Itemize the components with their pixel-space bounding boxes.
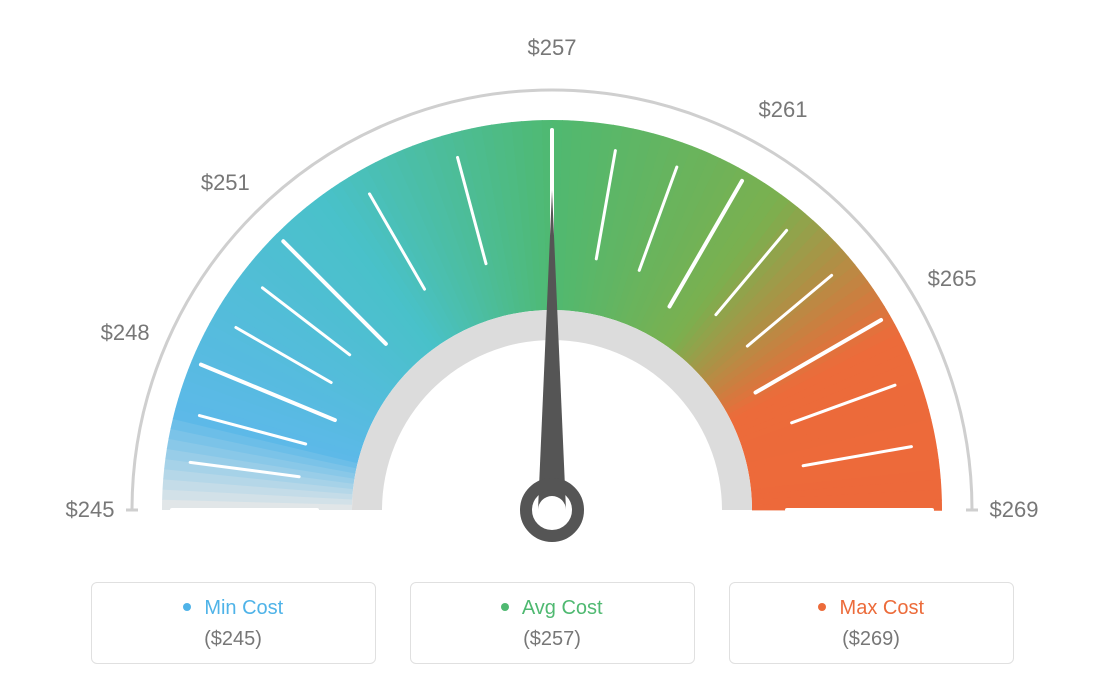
legend-min-card: Min Cost ($245) bbox=[91, 582, 376, 664]
legend-max-dot bbox=[818, 603, 826, 611]
legend-avg-dot bbox=[501, 603, 509, 611]
legend-min-value: ($245) bbox=[102, 628, 365, 651]
cost-gauge: $245 $248 $251 $257 $261 $265 $269 bbox=[0, 0, 1104, 560]
legend-avg-label: Avg Cost bbox=[522, 597, 603, 619]
legend-min-title: Min Cost bbox=[102, 597, 365, 620]
gauge-tick-label: $248 bbox=[101, 320, 150, 346]
legend-min-label: Min Cost bbox=[204, 597, 283, 619]
gauge-tick-label: $269 bbox=[990, 497, 1039, 523]
gauge-tick-label: $251 bbox=[201, 170, 250, 196]
gauge-tick-label: $257 bbox=[528, 35, 577, 61]
gauge-tick-label: $265 bbox=[928, 266, 977, 292]
gauge-tick-label: $261 bbox=[759, 97, 808, 123]
legend-max-label: Max Cost bbox=[840, 597, 924, 619]
legend-max-card: Max Cost ($269) bbox=[729, 582, 1014, 664]
legend-max-title: Max Cost bbox=[740, 597, 1003, 620]
legend-min-dot bbox=[183, 603, 191, 611]
gauge-tick-label: $245 bbox=[66, 497, 115, 523]
legend-avg-card: Avg Cost ($257) bbox=[410, 582, 695, 664]
legend-avg-title: Avg Cost bbox=[421, 597, 684, 620]
legend-max-value: ($269) bbox=[740, 628, 1003, 651]
legend-avg-value: ($257) bbox=[421, 628, 684, 651]
legend-row: Min Cost ($245) Avg Cost ($257) Max Cost… bbox=[0, 582, 1104, 664]
